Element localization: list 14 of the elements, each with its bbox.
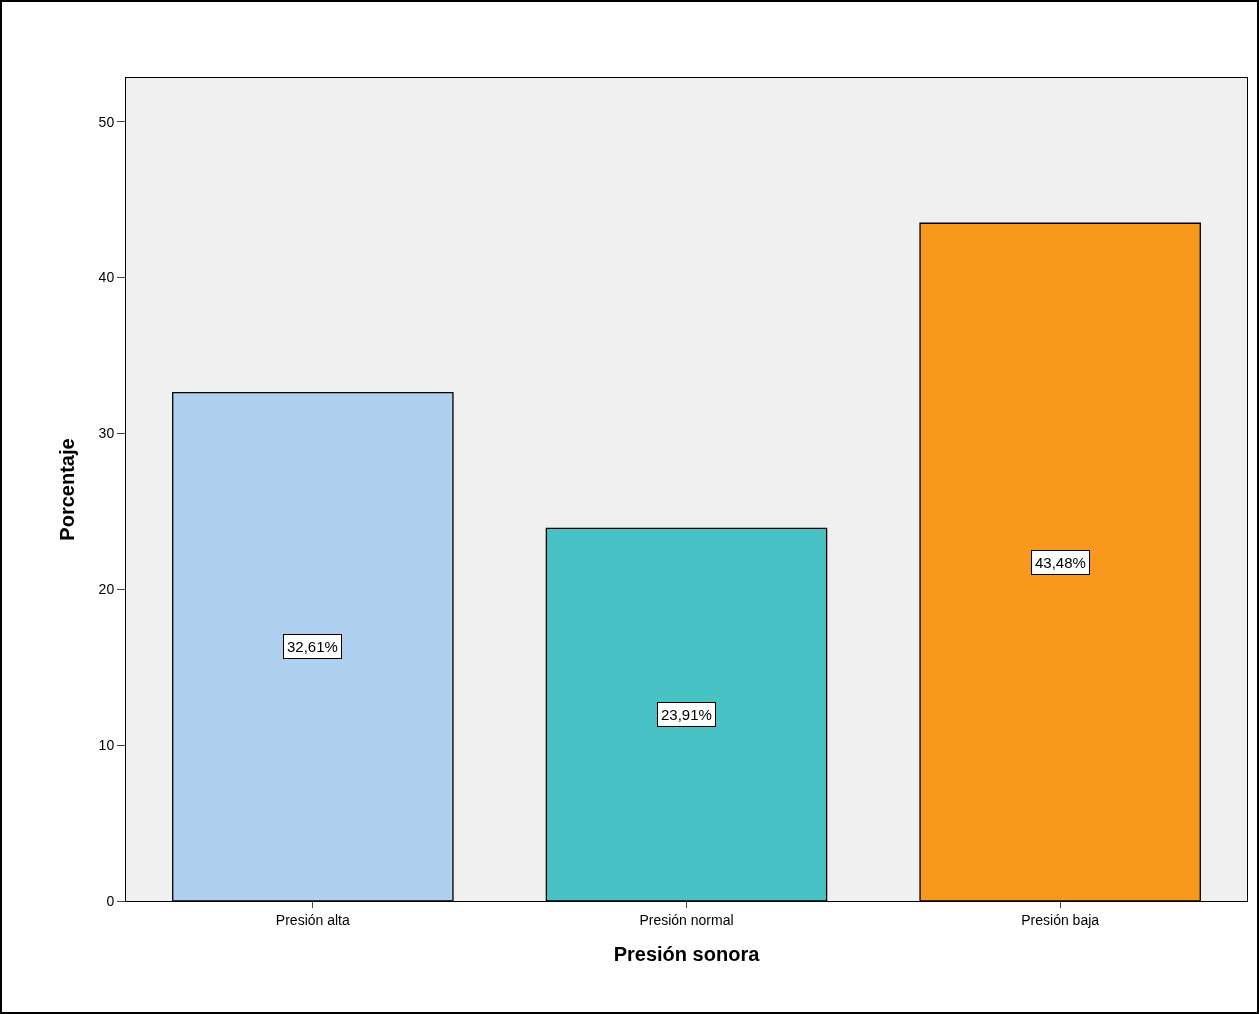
y-axis-title: Porcentaje: [56, 438, 79, 541]
x-tick-label: Presión alta: [275, 911, 351, 928]
data-label: 23,91%: [661, 706, 712, 723]
x-tick-label: Presión normal: [639, 911, 734, 928]
y-tick-label: 50: [98, 113, 115, 130]
y-tick-label: 10: [98, 737, 115, 754]
x-axis-title: Presión sonora: [613, 943, 761, 966]
x-tick-label: Presión baja: [1021, 911, 1100, 928]
data-label: 32,61%: [287, 638, 338, 655]
y-tick-label: 30: [98, 425, 115, 442]
y-tick-label: 20: [98, 581, 115, 598]
y-tick-label: 0: [106, 892, 115, 909]
data-label: 43,48%: [1035, 554, 1086, 571]
y-tick-label: 40: [98, 269, 115, 286]
